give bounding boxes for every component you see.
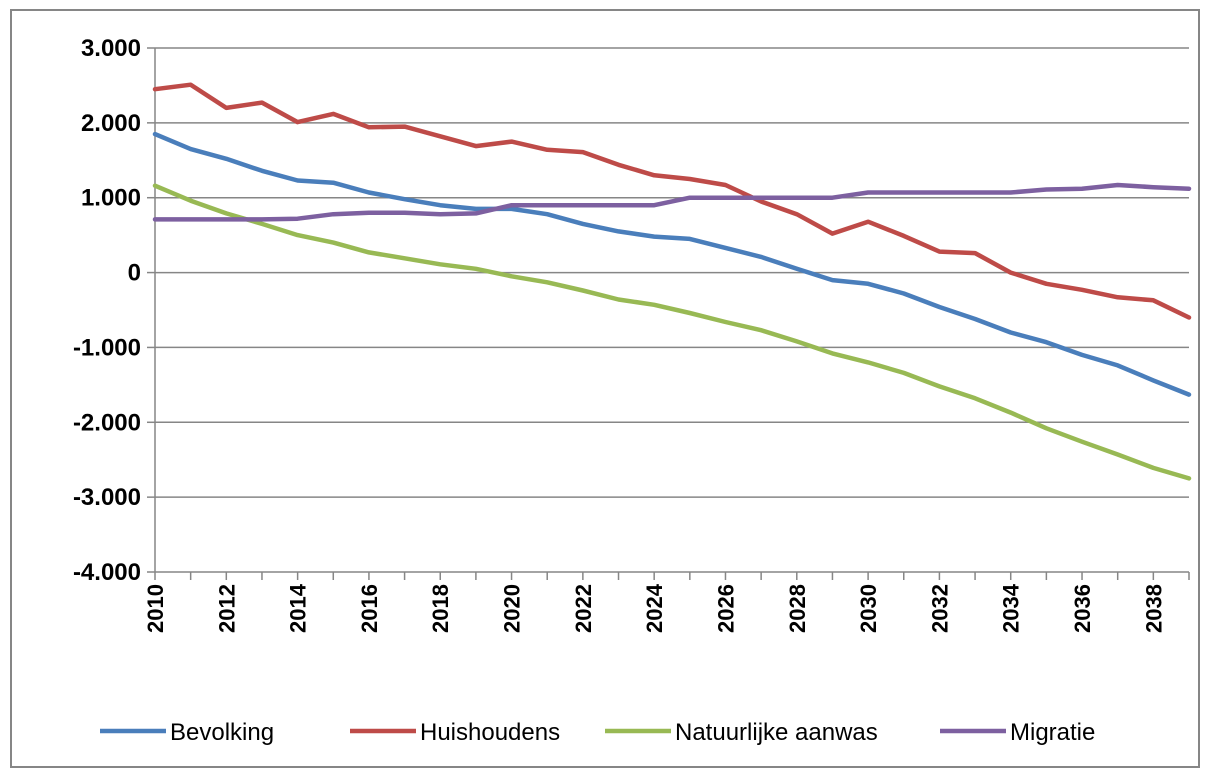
x-tick-label: 2010 [143, 584, 168, 633]
x-tick-label: 2014 [286, 583, 311, 633]
x-tick-label: 2028 [785, 584, 810, 633]
y-tick-label: 1.000 [81, 185, 141, 212]
legend: Bevolking Huishoudens Natuurlijke aanwas Mi… [100, 719, 1095, 746]
gridlines [155, 47, 1189, 498]
x-tick-label: 2016 [357, 584, 382, 633]
legend-label: Natuurlijke aanwas [675, 719, 878, 746]
y-tick-label: 3.000 [81, 35, 141, 62]
y-tick-label: -4.000 [73, 559, 141, 586]
x-tick-label: 2030 [856, 584, 881, 633]
series-line-migratie [152, 182, 1192, 222]
y-tick-label: -3.000 [73, 484, 141, 511]
x-tick-label: 2034 [999, 583, 1024, 633]
series-line-bevolking [152, 131, 1192, 397]
x-tick-label: 2022 [571, 584, 596, 633]
y-tick-label: 0 [128, 260, 141, 287]
series-line-huishoudens [152, 82, 1192, 320]
series-lines [152, 82, 1192, 481]
x-tick-label: 2012 [214, 584, 239, 633]
x-tick-label: 2026 [713, 584, 738, 633]
y-tick-label: -2.000 [73, 409, 141, 436]
x-tick-label: 2036 [1070, 584, 1095, 633]
x-tick-label: 2018 [428, 584, 453, 633]
series-line-natuurlijke-aanwas [152, 183, 1192, 481]
x-tick-label: 2032 [927, 584, 952, 633]
x-tick-label: 2024 [642, 583, 667, 633]
x-tick-label: 2020 [500, 584, 525, 633]
y-tick-label: -1.000 [73, 334, 141, 361]
legend-label: Bevolking [170, 719, 274, 746]
axes: 3.000 2.000 1.000 0 -1.000 -2.000 -3.000 -4.000… [73, 35, 1190, 633]
y-tick-label: 2.000 [81, 110, 141, 137]
x-tick-label: 2038 [1141, 584, 1166, 633]
legend-label: Migratie [1010, 719, 1095, 746]
chart-border [10, 9, 1200, 768]
legend-label: Huishoudens [420, 719, 560, 746]
